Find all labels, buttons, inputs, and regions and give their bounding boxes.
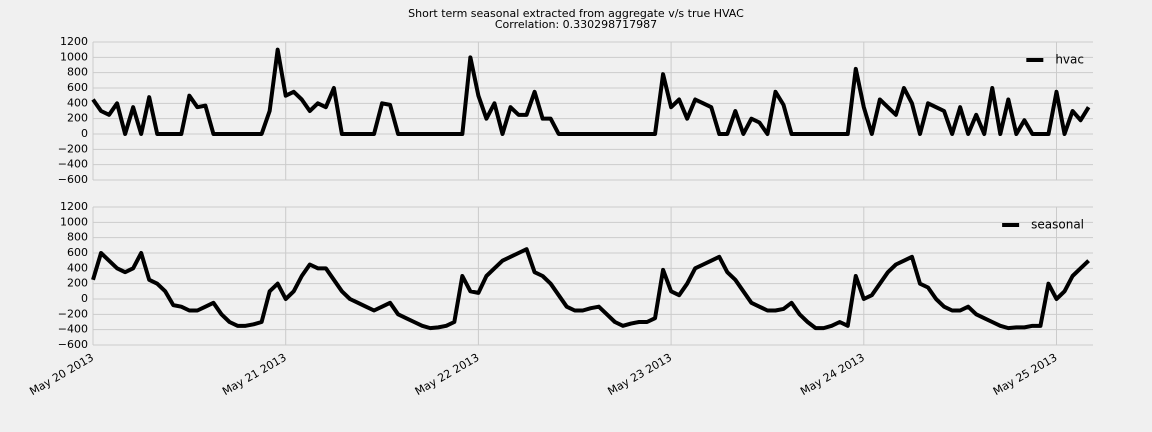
legend-label: hvac — [1055, 53, 1084, 67]
y-tick-label: 0 — [81, 127, 88, 140]
y-tick-label: 200 — [67, 277, 88, 290]
x-tick-label: May 22 2013 — [413, 351, 482, 398]
y-tick-label: 1000 — [60, 50, 88, 63]
y-tick-label: −400 — [58, 158, 88, 171]
y-tick-label: −200 — [58, 142, 88, 155]
y-tick-label: −600 — [58, 338, 88, 351]
y-tick-label: 1000 — [60, 215, 88, 228]
chart-title: Short term seasonal extracted from aggre… — [408, 7, 744, 20]
y-tick-label: 600 — [67, 246, 88, 259]
y-tick-label: 800 — [67, 231, 88, 244]
x-tick-label: May 25 2013 — [991, 351, 1060, 398]
series-line — [91, 247, 1091, 331]
y-tick-label: 400 — [67, 96, 88, 109]
y-tick-label: 600 — [67, 81, 88, 94]
y-tick-label: −400 — [58, 323, 88, 336]
x-tick-label: May 21 2013 — [220, 351, 289, 398]
y-tick-label: 1200 — [60, 35, 88, 48]
y-tick-label: 200 — [67, 112, 88, 125]
y-tick-label: −200 — [58, 307, 88, 320]
y-tick-label: 800 — [67, 66, 88, 79]
y-tick-label: 0 — [81, 292, 88, 305]
x-tick-label: May 23 2013 — [605, 351, 674, 398]
series-line — [91, 47, 1091, 136]
y-tick-label: 400 — [67, 261, 88, 274]
x-tick-label: May 24 2013 — [798, 351, 867, 398]
chart-subtitle: Correlation: 0.330298717987 — [495, 18, 657, 31]
y-tick-label: 1200 — [60, 200, 88, 213]
x-tick-label: May 20 2013 — [27, 351, 96, 398]
y-tick-label: −600 — [58, 173, 88, 186]
legend-label: seasonal — [1031, 218, 1084, 232]
